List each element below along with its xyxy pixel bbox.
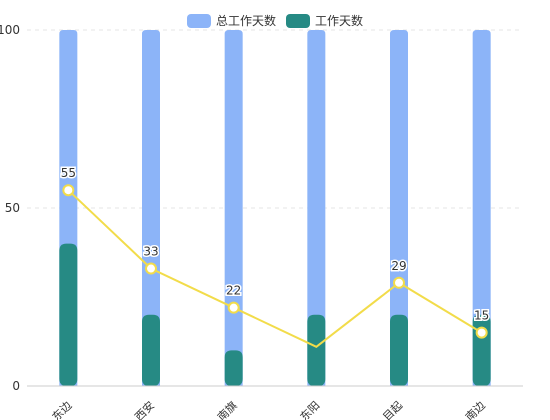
data-label: 15	[474, 309, 489, 323]
bar-work-days[interactable]	[224, 350, 243, 386]
y-tick-label: 100	[0, 23, 20, 37]
data-label: 55	[61, 166, 76, 180]
line-point[interactable]	[393, 276, 405, 289]
x-tick-label: 目起	[380, 399, 405, 420]
grid-lines	[27, 29, 523, 209]
line-point[interactable]	[475, 326, 488, 339]
y-axis: 0 50 100	[0, 23, 20, 393]
bar-total-days[interactable]	[472, 30, 491, 386]
line-point[interactable]	[145, 262, 157, 275]
data-label: 29	[391, 259, 406, 273]
bar-total-days[interactable]	[307, 30, 326, 386]
legend-label-work[interactable]: 工作天数	[315, 13, 363, 28]
x-tick-label: 东边	[50, 399, 75, 420]
bar-work-days[interactable]	[390, 314, 408, 386]
line-point[interactable]	[62, 184, 75, 197]
bar-work-days[interactable]	[307, 314, 326, 386]
chart-legend[interactable]: 总工作天数 工作天数	[187, 13, 363, 28]
data-label: 22	[226, 284, 241, 298]
x-tick-label: 东阳	[298, 399, 323, 420]
y-tick-label: 50	[5, 201, 20, 215]
y-tick-label: 0	[12, 379, 20, 393]
x-axis: 东边 西安 南旗 东阳 目起 南边	[27, 385, 523, 420]
x-tick-label: 南边	[463, 399, 488, 420]
line-series: 55 33 22 29 15	[59, 165, 491, 349]
legend-swatch-work[interactable]	[286, 14, 310, 28]
bar-total-days[interactable]	[224, 30, 243, 386]
x-tick-label: 南旗	[214, 398, 239, 420]
bar-work-days[interactable]	[59, 243, 78, 386]
bar-total-days[interactable]	[390, 30, 408, 386]
line-point[interactable]	[227, 301, 240, 314]
trend-line	[67, 189, 483, 349]
legend-label-total[interactable]: 总工作天数	[216, 13, 276, 28]
bar-total-days[interactable]	[142, 30, 160, 386]
x-tick-label: 西安	[132, 398, 157, 420]
bar-work-days[interactable]	[472, 314, 491, 386]
bar-series	[59, 30, 491, 386]
bar-work-days[interactable]	[142, 314, 160, 386]
data-label: 33	[143, 245, 158, 259]
legend-swatch-total[interactable]	[187, 14, 211, 28]
